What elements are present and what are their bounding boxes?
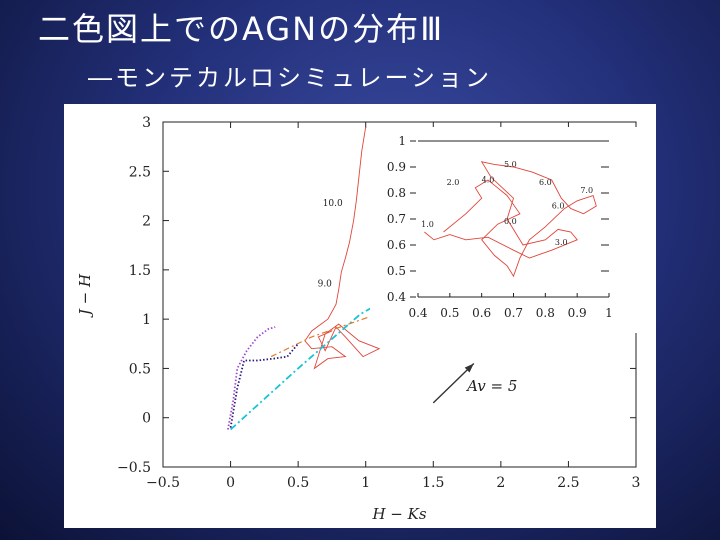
inset-x-tick-label: 0.6 — [472, 306, 491, 320]
series-dashdot-cyan — [229, 306, 373, 431]
inset-y-tick-label: 0.4 — [387, 290, 406, 304]
inset-y-tick-label: 1 — [398, 134, 406, 148]
series-solid-red — [304, 126, 381, 370]
series-dotted-darkblue — [229, 343, 299, 428]
inset-track-label: 6.0 — [552, 202, 565, 211]
reddening-arrow — [432, 362, 475, 404]
chart-panel: −0.5 −0.5 0 0 0.5 0.5 1 1 1.5 1.5 2 2 2.5 2.5 3 3 H − Ks… — [64, 104, 656, 528]
arrow-label: Av = 5 — [465, 377, 517, 395]
inset-x-tick-label: 0.5 — [440, 306, 459, 320]
inset-track-label: 1.0 — [421, 220, 434, 229]
x-axis-label: H − Ks — [371, 505, 426, 523]
inset-track-label: 7.0 — [580, 186, 593, 195]
inset-track-label: 2.0 — [447, 178, 460, 187]
y-tick-label: 3 — [142, 115, 151, 131]
y-tick-label: 1 — [142, 312, 151, 328]
color-color-chart: −0.5−0.5 0 0 0.5 0.5 1 1 1.5 1.5 2 2 2.5 2.5 3 3 H − Ks… — [76, 115, 641, 523]
inset-track-label: 4.0 — [482, 176, 495, 185]
inset-background — [370, 127, 637, 333]
inset-y-tick-label: 0.6 — [387, 238, 406, 252]
inset-x-tick-label: 0.8 — [536, 306, 555, 320]
inset-y-tick-label: 0.7 — [387, 212, 406, 226]
slide-title: 二色図上でのAGNの分布Ⅲ — [38, 10, 445, 48]
x-tick-label: 1 — [361, 475, 370, 491]
slide-subtitle: ―モンテカルロシミュレーション — [88, 64, 493, 92]
track-label: 9.0 — [318, 280, 333, 290]
inset-x-tick-label: 0.9 — [568, 306, 587, 320]
y-tick-label: 2 — [142, 214, 151, 230]
inset-y-tick-label: 0.9 — [387, 160, 406, 174]
inset-track-label: 5.0 — [504, 160, 517, 169]
x-tick-label: 0.5 — [287, 475, 309, 491]
x-tick-label: 2.5 — [557, 475, 579, 491]
x-tick-label: −0.5 — [146, 475, 180, 491]
series-dashdot-orange — [270, 316, 369, 358]
y-tick-label: 0.5 — [129, 361, 151, 377]
inset-track — [424, 161, 597, 278]
inset-y-tick-label: 0.8 — [387, 186, 406, 200]
arrow-head — [464, 363, 474, 373]
inset-track-label: 6.0 — [539, 178, 552, 187]
track-label: 10.0 — [323, 199, 343, 209]
inset-y-tick-label: 0.5 — [387, 264, 406, 278]
x-tick-label: 0 — [226, 475, 235, 491]
x-tick-label: 3 — [632, 475, 641, 491]
y-tick-label: 2.5 — [129, 164, 151, 180]
inset-x-tick-label: 1 — [605, 306, 613, 320]
inset-track-label: 3.0 — [555, 238, 568, 247]
series-dotted-purple — [227, 326, 276, 430]
inset-track-label: 0.0 — [504, 217, 517, 226]
inset-x-tick-label: 0.4 — [408, 306, 427, 320]
y-tick-label: 0 — [142, 411, 151, 427]
x-tick-label: 1.5 — [422, 475, 444, 491]
y-tick-label: 1.5 — [129, 263, 151, 279]
y-axis-label: J − H — [76, 273, 94, 318]
inset-x-tick-label: 0.7 — [504, 306, 523, 320]
y-tick-label: −0.5 — [117, 460, 151, 476]
x-tick-label: 2 — [496, 475, 505, 491]
